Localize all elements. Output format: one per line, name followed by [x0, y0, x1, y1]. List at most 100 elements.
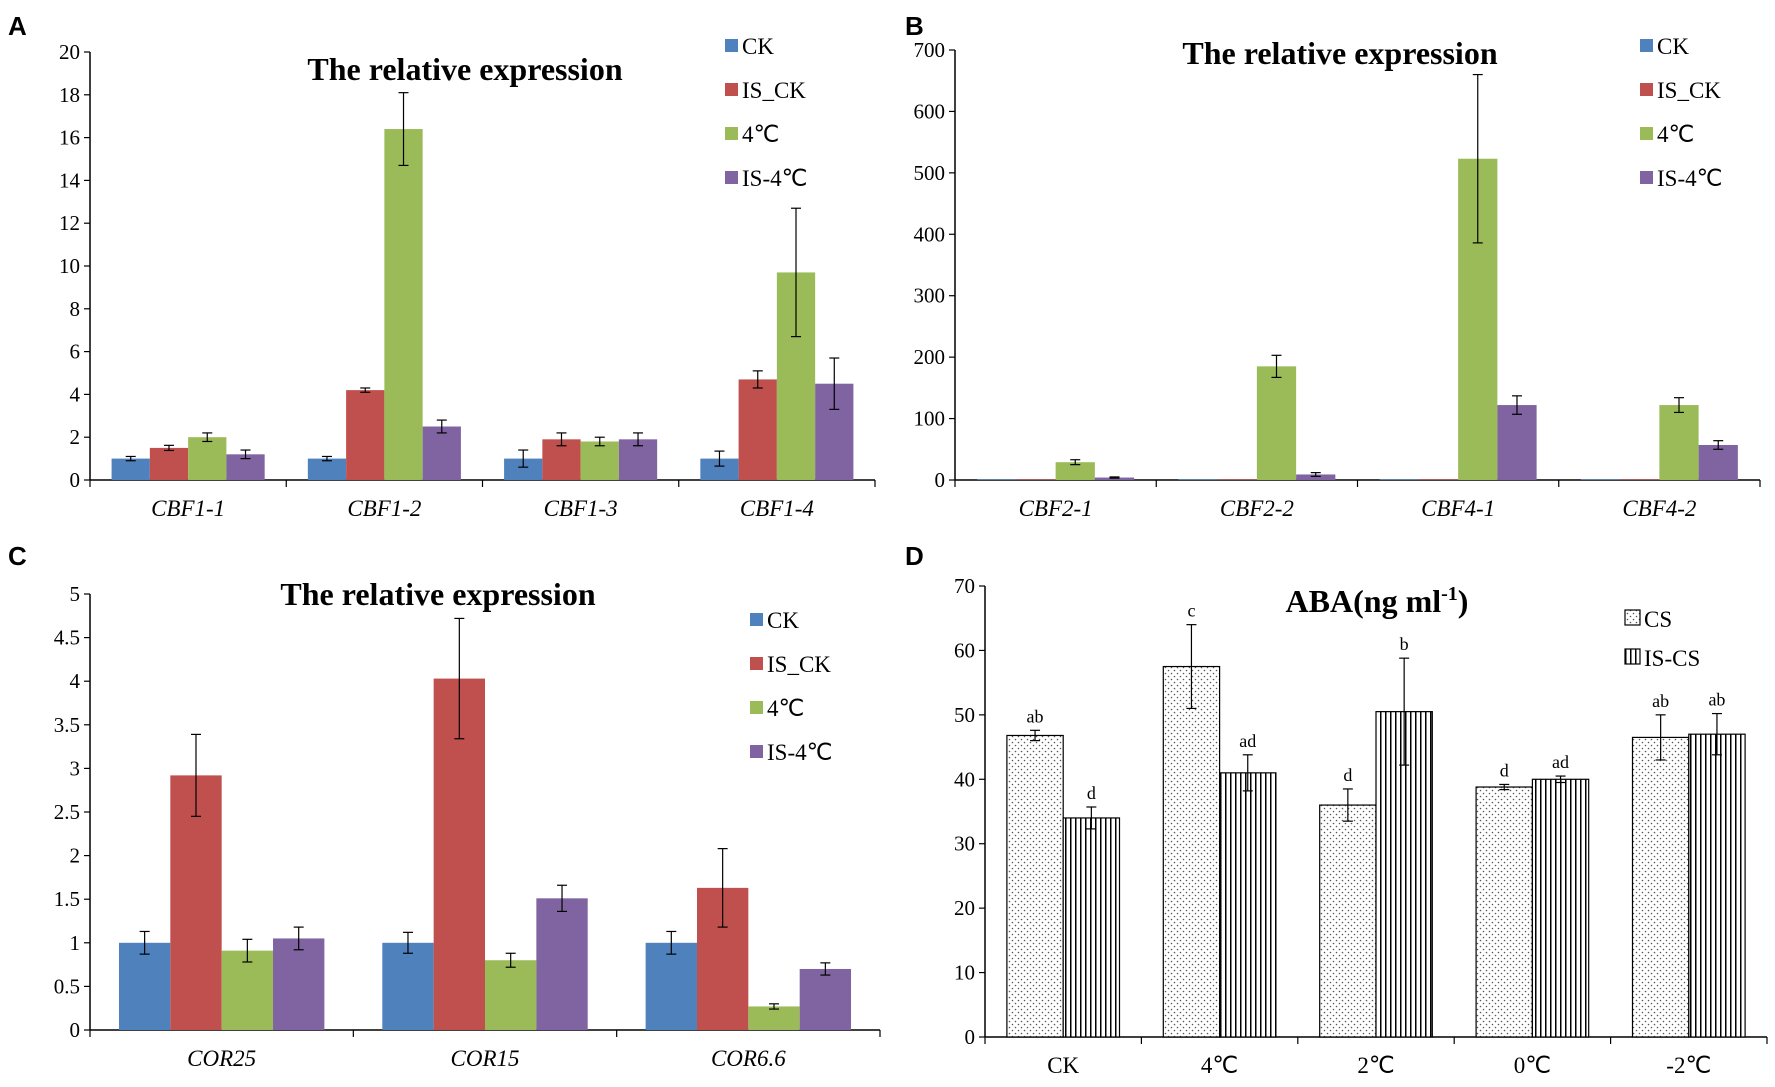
legend-swatch: [1640, 83, 1653, 96]
y-tick-label: 2: [70, 425, 81, 449]
legend-swatch: [1640, 171, 1653, 184]
bar: [748, 1006, 800, 1030]
bar: [170, 775, 222, 1030]
legend-swatch: [725, 39, 738, 52]
y-tick-label: 3.5: [54, 713, 80, 737]
y-tick-label: 50: [954, 703, 975, 727]
x-category-label: CK: [1047, 1053, 1079, 1078]
y-tick-label: 700: [914, 38, 946, 62]
legend-swatch: [750, 701, 763, 714]
y-tick-label: 40: [954, 767, 975, 791]
bar: [977, 479, 1017, 480]
bar: [1375, 711, 1433, 1038]
bar: [504, 458, 543, 480]
y-tick-label: 5: [70, 582, 81, 606]
y-tick-label: 200: [914, 345, 946, 369]
x-category-label: COR6.6: [711, 1046, 786, 1071]
bar: [1688, 733, 1746, 1038]
legend-label: 4℃: [742, 122, 779, 147]
legend-swatch: [725, 171, 738, 184]
bar: [118, 942, 171, 1030]
legend-label: IS-CS: [1644, 646, 1700, 671]
y-tick-label: 0: [70, 468, 81, 492]
x-category-label: CBF2-2: [1220, 496, 1294, 521]
bar: [1319, 804, 1377, 1038]
y-tick-label: 30: [954, 832, 975, 856]
legend-swatch: [1640, 127, 1653, 140]
legend-label: 4℃: [1657, 122, 1694, 147]
bar: [1094, 477, 1135, 480]
chart-title: ABA(ng ml-1): [1286, 583, 1469, 619]
x-category-label: CBF4-2: [1622, 496, 1696, 521]
bar: [580, 441, 619, 480]
bar: [1497, 405, 1537, 480]
x-category-label: CBF4-1: [1421, 496, 1495, 521]
y-tick-label: 2.5: [54, 800, 80, 824]
bar: [384, 129, 423, 481]
bar: [1178, 479, 1218, 480]
y-tick-label: 6: [70, 340, 81, 364]
legend-label: CS: [1644, 607, 1672, 632]
bar: [1379, 479, 1419, 480]
bar: [1006, 734, 1064, 1038]
x-category-label: CBF1-3: [544, 496, 618, 521]
y-tick-label: 20: [954, 896, 975, 920]
y-tick-label: 300: [914, 284, 946, 308]
legend-swatch: [750, 745, 763, 758]
significance-label: b: [1400, 634, 1409, 654]
y-tick-label: 4.5: [54, 626, 80, 650]
bar: [536, 898, 588, 1030]
y-tick-label: 4: [70, 382, 81, 406]
legend-label: IS_CK: [742, 78, 806, 103]
panel-letter: D: [905, 541, 924, 571]
legend-label: IS-4℃: [767, 740, 832, 765]
bar: [188, 437, 227, 480]
significance-label: d: [1500, 760, 1509, 780]
bar: [1698, 444, 1738, 480]
legend-label: CK: [767, 608, 799, 633]
x-category-label: CBF1-4: [740, 496, 814, 521]
y-tick-label: 14: [59, 168, 81, 192]
bar: [1631, 736, 1690, 1038]
chart-title: The relative expression: [307, 51, 622, 87]
y-tick-label: 60: [954, 638, 975, 662]
bar: [346, 390, 385, 480]
y-tick-label: 1: [70, 931, 81, 955]
x-category-label: -2℃: [1666, 1053, 1711, 1078]
legend-swatch: [725, 83, 738, 96]
y-tick-label: 18: [59, 83, 80, 107]
bar: [700, 458, 739, 480]
legend-swatch: [725, 127, 738, 140]
legend-label: IS_CK: [767, 652, 831, 677]
bar: [485, 960, 537, 1030]
chart-title: The relative expression: [1182, 35, 1497, 71]
bar: [1162, 665, 1221, 1038]
y-tick-label: 0: [935, 468, 946, 492]
legend-swatch: [750, 613, 763, 626]
y-tick-label: 10: [59, 254, 80, 278]
y-tick-label: 600: [914, 99, 946, 123]
significance-label: ab: [1652, 691, 1669, 711]
x-category-label: COR15: [451, 1046, 520, 1071]
bar: [1062, 817, 1121, 1038]
bar: [1296, 474, 1336, 480]
chart-panel-c: C The relative expression 0 0.5 1 1.5 2 2.5 3 3…: [8, 541, 881, 1071]
x-category-label: CBF1-2: [347, 496, 421, 521]
bar: [1418, 479, 1459, 480]
chart-panel-a: A The relative expression 0 2 4 6 8 10 12 14 16 1…: [8, 11, 876, 521]
chart-title-suffix: ): [1458, 583, 1469, 619]
bar: [111, 458, 150, 480]
bar: [799, 968, 852, 1030]
legend-label: IS-4℃: [742, 166, 807, 191]
y-tick-label: 16: [59, 126, 80, 150]
y-tick-label: 0: [965, 1025, 976, 1049]
significance-label: ad: [1552, 752, 1569, 772]
chart-panel-b: B The relative expression 0 100 200 300 400 5…: [905, 11, 1761, 521]
chart-title: The relative expression: [280, 576, 595, 612]
legend-label: IS-4℃: [1657, 166, 1722, 191]
significance-label: c: [1187, 601, 1195, 621]
bar: [307, 458, 347, 480]
x-category-label: 2℃: [1357, 1053, 1394, 1078]
chart-panel-d: D ABA(ng ml-1) 0 10 20 30 40 50 60 70 CK 4℃ 2℃ 0℃ -2…: [905, 541, 1768, 1078]
